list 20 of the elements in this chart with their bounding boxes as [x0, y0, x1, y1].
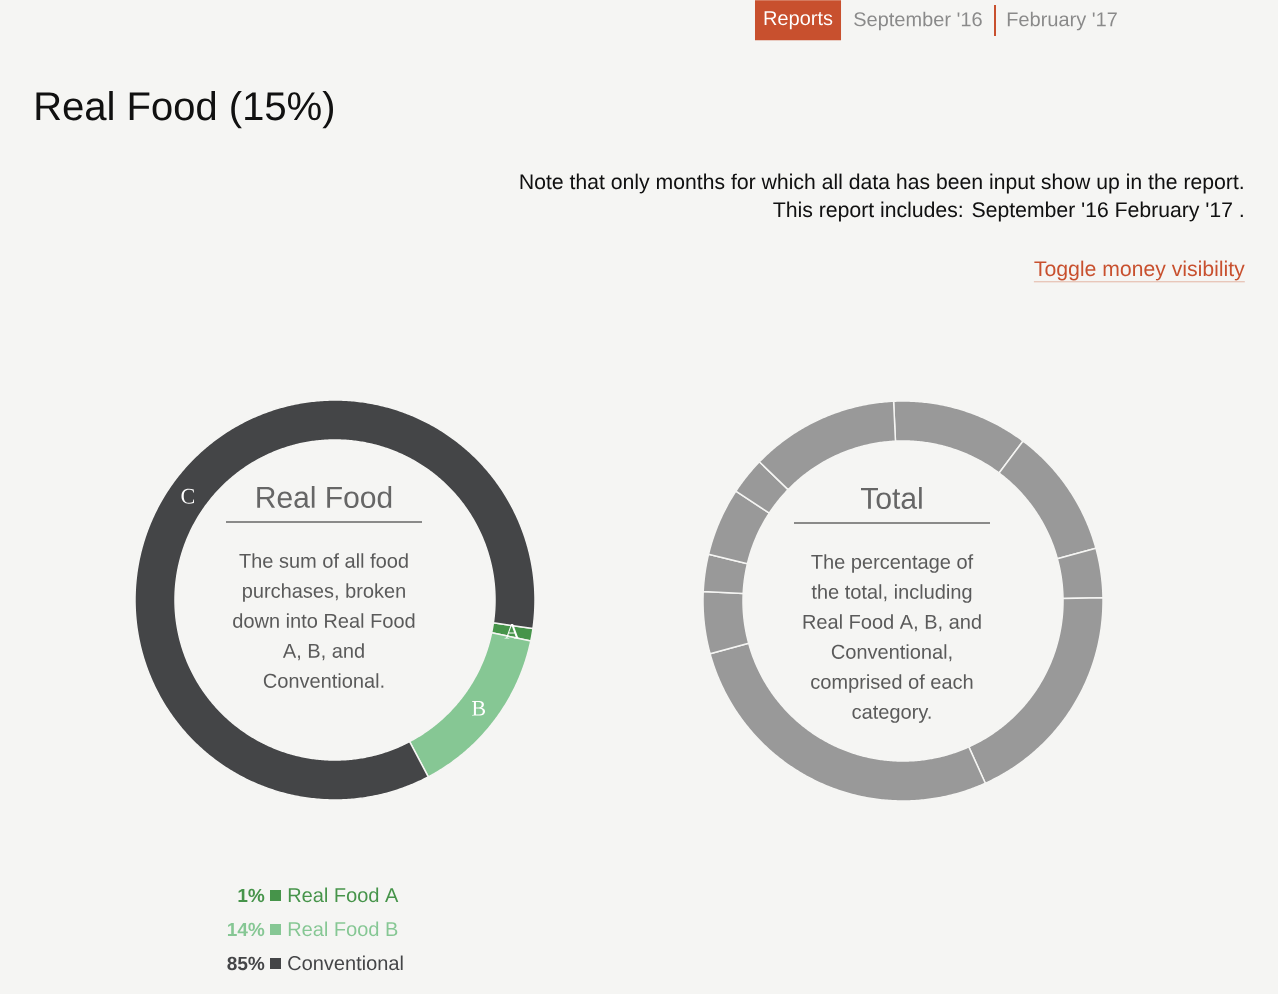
data-label: 14%: [227, 922, 265, 937]
legend-label: Real Food B: [288, 921, 398, 937]
text: February '17: [1007, 11, 1117, 31]
text: Reports: [764, 11, 833, 30]
text: The sum of all food purchases, broken down into Real Food A, B, and Conventional.: [233, 553, 415, 688]
data-label: 85%: [227, 956, 265, 971]
text: Real Food: [257, 485, 392, 509]
text: The percentage of the total, including Real Food A, B, and Conventional, comprised of each category.: [803, 554, 981, 723]
text: Real Food (15%): [36, 91, 333, 129]
data-label: 1%: [238, 888, 265, 903]
text: This report includes: September '16 February '17 .: [773, 201, 1243, 222]
text: September '16: [854, 11, 982, 31]
text: B: [472, 701, 486, 716]
text: C: [181, 488, 195, 504]
text: Toggle money visibility: [1034, 260, 1245, 281]
text: A: [504, 624, 521, 639]
text: Total: [861, 486, 922, 510]
text: Note that only months for which all data has been input show up in the report.: [520, 173, 1243, 194]
legend-label: Conventional: [288, 955, 403, 971]
legend-label: Real Food A: [288, 887, 399, 903]
